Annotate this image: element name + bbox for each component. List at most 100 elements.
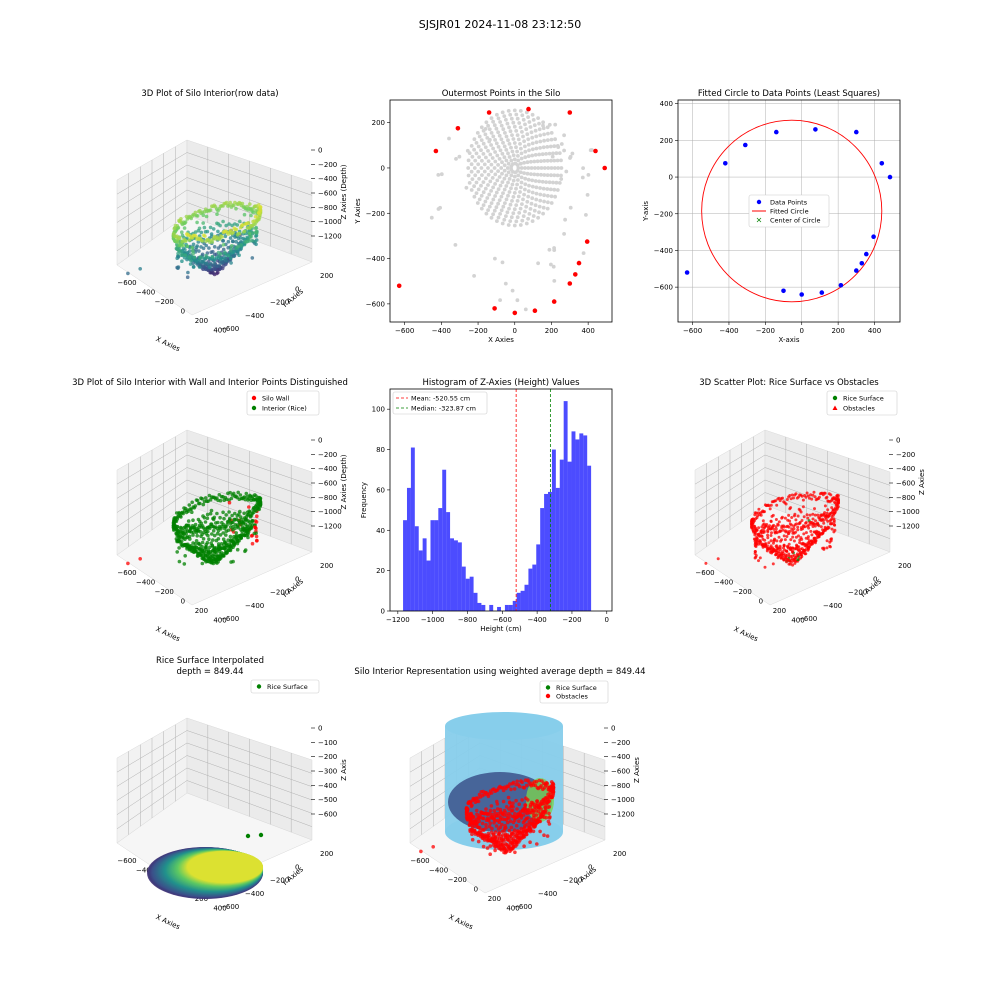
x-tick-label: 200	[195, 607, 208, 615]
silo-point	[254, 230, 258, 235]
silo-point	[836, 500, 840, 504]
interior-point	[546, 166, 551, 170]
silo-point	[226, 239, 231, 244]
silo-point	[197, 265, 202, 269]
interior-point	[549, 173, 553, 178]
silo-point	[203, 520, 208, 524]
interior-point	[541, 120, 545, 125]
histogram-bar	[548, 491, 552, 611]
outermost-point	[512, 310, 518, 316]
legend-marker-data	[756, 199, 762, 205]
silo-point	[476, 831, 480, 835]
interior-point	[480, 173, 484, 178]
interior-point	[526, 166, 531, 170]
silo-point	[813, 513, 817, 517]
silo-point	[236, 231, 241, 236]
silo-point	[205, 516, 210, 521]
interior-point	[496, 116, 501, 121]
silo-point	[240, 525, 245, 529]
silo-point	[229, 538, 233, 542]
z-tick-label: −1200	[896, 523, 920, 531]
silo-point	[815, 522, 819, 526]
silo-point	[798, 508, 802, 512]
silo-point	[182, 506, 186, 510]
silo-point	[768, 507, 772, 511]
silo-point	[233, 511, 237, 516]
interior-point	[472, 137, 477, 142]
interior-point	[506, 151, 510, 156]
interior-point	[529, 166, 534, 170]
silo-point	[245, 239, 249, 244]
silo-point	[792, 527, 796, 531]
interior-point	[504, 148, 509, 152]
plot-frame	[389, 99, 613, 323]
interior-point	[501, 204, 506, 209]
silo-point	[205, 512, 210, 517]
silo-point	[517, 784, 522, 789]
silo-point	[186, 519, 191, 523]
interior-point	[534, 134, 539, 139]
silo-point	[485, 834, 490, 839]
z-tick-label: −1000	[318, 218, 342, 226]
legend: Silo Wall Interior (Rice)	[246, 390, 320, 416]
silo-point	[488, 844, 493, 848]
silo-point	[243, 497, 248, 502]
silo-point	[221, 510, 225, 515]
silo-point	[824, 515, 827, 519]
interior-point	[497, 157, 502, 161]
silo-point	[203, 234, 207, 238]
silo-point	[836, 494, 840, 498]
silo-point	[517, 802, 521, 806]
silo-point	[542, 833, 546, 837]
silo-point	[223, 540, 227, 544]
silo-point	[509, 825, 514, 830]
interior-point	[492, 166, 497, 170]
silo-point	[787, 525, 791, 529]
silo-point	[221, 219, 225, 224]
interior-point	[557, 151, 562, 156]
interior-point	[541, 211, 545, 216]
interior-point	[527, 120, 532, 124]
silo-point	[187, 503, 192, 507]
interior-point	[514, 203, 519, 208]
silo-point	[244, 529, 248, 533]
panel-silo-representation: Silo Interior Representation using weigh…	[354, 667, 645, 931]
silo-point	[813, 507, 816, 511]
interior-point	[496, 215, 501, 220]
silo-point	[787, 513, 791, 517]
z-tick-label: −100	[318, 739, 337, 747]
interior-point	[491, 119, 495, 124]
legend-box	[250, 679, 320, 694]
interior-point	[586, 173, 591, 177]
interior-point	[555, 158, 560, 163]
silo-point	[244, 526, 248, 531]
interior-point	[486, 159, 491, 164]
interior-point	[526, 194, 531, 199]
y-tick-label: 0	[295, 863, 299, 871]
silo-point	[465, 808, 469, 812]
interior-point	[520, 202, 524, 207]
interior-point	[524, 221, 529, 226]
silo-point	[830, 527, 834, 531]
interior-point	[498, 183, 503, 188]
interior-point	[507, 125, 511, 130]
silo-point	[812, 538, 816, 542]
legend-label-obstacles: Obstacles	[556, 693, 589, 701]
x-tick-label: −200	[756, 327, 775, 335]
interior-point	[545, 125, 550, 130]
figure-suptitle: SJSJR01 2024-11-08 23:12:50	[419, 18, 581, 31]
silo-point	[777, 535, 781, 539]
silo-point	[770, 514, 774, 518]
silo-point	[180, 233, 185, 238]
grid-line	[116, 202, 313, 252]
silo-point	[199, 534, 203, 538]
interior-point	[503, 131, 507, 135]
silo-point	[800, 494, 804, 498]
silo-point	[758, 534, 762, 538]
silo-point	[204, 261, 209, 265]
y-tick-label: 200	[320, 850, 333, 858]
interior-point	[481, 180, 486, 185]
silo-point	[830, 506, 834, 510]
silo-point	[191, 264, 196, 269]
x-tick-label: 200	[545, 327, 558, 335]
